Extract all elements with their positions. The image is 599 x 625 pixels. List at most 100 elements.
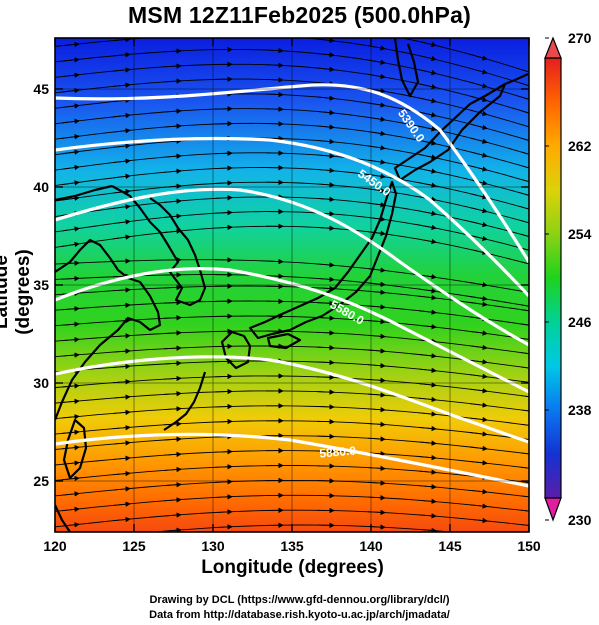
x-tick-label: 145 [438,538,462,554]
wind-arrow [520,466,529,469]
wind-arrow [214,464,233,470]
wind-arrow [316,225,335,231]
wind-arrow [469,248,488,255]
wind-arrow [418,55,437,62]
wind-arrow [520,123,529,128]
wind-arrow [520,395,529,398]
x-axis-label: Longitude (degrees) [201,557,384,578]
wind-arrow [520,366,529,369]
wind-arrow [316,66,335,72]
wind-arrow [418,527,437,532]
wind-arrow [163,527,182,532]
wind-arrow [61,134,80,140]
colorbar: 270 262 254 246 238 230 [544,30,592,528]
wind-arrow [469,81,488,89]
wind-arrow [316,196,335,203]
wind-arrow [469,295,488,302]
wind-arrow [469,53,488,61]
wind-arrow [520,380,529,383]
wind-arrow [112,470,131,477]
wind-arrow [62,29,79,31]
wind-arrow [112,82,131,88]
wind-arrow [163,482,182,488]
wind-arrow [112,219,131,225]
wind-arrow [61,306,80,312]
wind-arrow [163,406,182,412]
wind-arrow [113,24,130,25]
wind-arrow [163,390,182,397]
wind-arrow [214,479,233,485]
wind-arrow [112,363,131,370]
wind-arrow [469,151,488,158]
wind-arrow [163,497,182,503]
wind-arrow [163,228,182,234]
wind-arrow [469,445,488,452]
wind-arrow [469,402,488,408]
wind-arrow [163,330,182,336]
wind-arrow [61,72,80,78]
wind-arrow [61,383,80,389]
wind-arrow [520,82,529,87]
wind-arrow [418,353,437,359]
wind-arrow [61,398,80,405]
x-tick-label: 150 [517,538,541,554]
wind-arrow [520,409,529,412]
wind-arrow [112,409,131,416]
wind-arrow [214,448,233,455]
coastline-ryukyu [163,371,207,431]
wind-arrow [112,302,131,308]
y-tick-label: 35 [33,277,49,293]
wind-arrow [418,469,437,475]
wind-arrow [112,287,131,293]
wind-arrow [112,440,131,446]
wind-arrow [214,209,233,216]
wind-arrow [265,91,284,98]
wind-arrow [112,158,131,164]
wind-arrow [163,375,182,382]
wind-arrow [418,498,437,504]
wind-arrow [61,506,80,513]
wind-arrow [469,503,488,509]
coastline-kurils [504,73,529,86]
x-tick-label: 130 [201,538,225,554]
wind-arrow [520,233,529,237]
coastline-luzon [55,504,71,532]
wind-arrow [520,165,529,169]
streamline [400,38,529,73]
wind-arrow [520,304,529,307]
wind-arrow [112,128,131,134]
wind-arrow [265,106,284,112]
wind-arrow [418,139,437,146]
wind-arrow [520,96,529,100]
wind-arrow [112,501,131,507]
colorbar-min-triangle [544,497,562,522]
wind-arrow [316,418,335,425]
wind-arrow [214,224,233,231]
wind-arrow [520,137,529,141]
wind-arrow [163,512,182,518]
wind-arrow [112,333,131,339]
wind-arrow [61,321,80,327]
wind-arrow [163,153,182,159]
colorbar-tick-label: 230 [568,512,592,528]
wind-arrow [278,38,284,39]
wind-arrow [112,112,131,119]
wind-arrow [61,87,80,94]
wind-arrow [61,444,80,451]
wind-arrow [418,41,437,48]
wind-arrow [469,416,488,423]
wind-arrow [316,153,335,159]
wind-arrow [520,524,529,526]
wind-arrow [163,345,182,351]
wind-arrow [163,123,182,129]
wind-arrow [316,285,335,292]
coastline-kyushu [220,330,252,370]
coastline-sakhalin [393,38,420,98]
wind-arrow [470,534,487,536]
wind-arrow [163,138,182,144]
wind-arrow [163,360,182,366]
wind-arrow [520,509,529,512]
credit-data: Data from http://database.rish.kyoto-u.a… [149,609,450,621]
wind-arrow [316,330,335,336]
